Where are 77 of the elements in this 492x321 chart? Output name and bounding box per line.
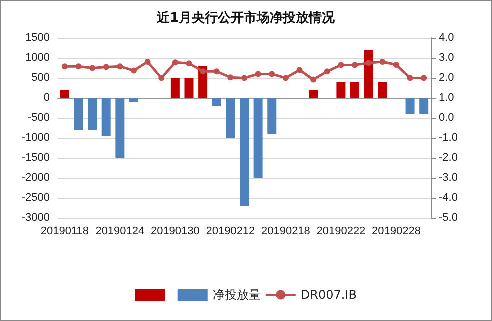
point <box>76 64 82 70</box>
point <box>158 75 165 82</box>
bar <box>254 98 263 178</box>
bar <box>378 82 388 98</box>
y2-tick-label: 4.0 <box>439 32 454 44</box>
legend-label: 净投放量 <box>212 288 261 302</box>
point <box>255 71 262 78</box>
y-tick-label: 1500 <box>26 32 50 44</box>
bar <box>74 98 84 130</box>
x-tick-label: 20190222 <box>316 226 366 238</box>
bar <box>406 98 415 114</box>
bar <box>420 98 429 114</box>
point <box>214 68 220 75</box>
point <box>172 60 178 66</box>
y2-tick-label: -3.0 <box>439 172 458 184</box>
point <box>407 75 414 82</box>
legend-label: DR007.IB <box>300 288 357 302</box>
bar <box>364 50 374 98</box>
y-tick-label: 500 <box>32 72 50 84</box>
y2-tick-label: -2.0 <box>439 152 458 164</box>
point <box>380 59 386 65</box>
x-tick-label: 20190130 <box>150 226 200 238</box>
x-tick-label: 20190228 <box>372 226 421 238</box>
y-tick-label: 1000 <box>26 52 50 64</box>
bar <box>102 98 111 136</box>
bar <box>116 98 125 158</box>
y2-tick-label: 1.0 <box>439 92 454 104</box>
bar <box>184 78 194 98</box>
bar <box>336 82 346 98</box>
bar <box>170 78 180 98</box>
point <box>366 60 372 66</box>
bar <box>309 90 318 98</box>
point <box>296 67 303 74</box>
bar <box>226 98 236 138</box>
point <box>90 65 96 72</box>
y2-tick-label: -4.0 <box>439 192 458 204</box>
y2-tick-label: -5.0 <box>439 212 458 224</box>
point <box>310 76 317 83</box>
point <box>338 62 344 68</box>
y2-tick-label: 0.0 <box>439 112 454 124</box>
point <box>421 75 428 82</box>
x-tick-label: 20190212 <box>206 226 256 238</box>
point <box>282 75 289 82</box>
bar <box>240 98 249 206</box>
point <box>393 62 400 68</box>
x-tick-label: 20190124 <box>96 226 145 238</box>
y2-tick-label: 3.0 <box>439 52 454 64</box>
y-tick-label: -1000 <box>22 132 50 144</box>
bar <box>268 98 277 134</box>
y-tick-label: -1500 <box>22 152 50 164</box>
bar <box>129 98 138 102</box>
x-tick-label: 20190218 <box>261 226 310 238</box>
point <box>324 68 330 75</box>
y-tick-label: 0 <box>44 92 50 104</box>
point <box>186 60 192 67</box>
y-tick-label: -2500 <box>22 192 50 204</box>
y2-tick-label: 2.0 <box>439 72 454 84</box>
bar <box>212 98 222 106</box>
point <box>117 64 124 70</box>
point <box>144 59 151 65</box>
point <box>269 71 276 78</box>
point <box>130 68 137 74</box>
y2-tick-label: -1.0 <box>439 132 458 144</box>
point <box>103 64 110 70</box>
bar <box>60 90 70 98</box>
x-tick-label: 20190118 <box>40 226 89 238</box>
point <box>200 68 206 75</box>
y-tick-label: -2000 <box>22 172 50 184</box>
point <box>352 62 358 68</box>
chart-title: 近1月央行公开市场净投放情况 <box>156 10 336 26</box>
bar <box>350 82 360 98</box>
y-tick-label: -500 <box>28 112 50 124</box>
point <box>228 74 234 81</box>
point <box>242 75 248 82</box>
y-tick-label: -3000 <box>22 212 50 224</box>
point <box>62 64 68 70</box>
bar <box>88 98 98 130</box>
